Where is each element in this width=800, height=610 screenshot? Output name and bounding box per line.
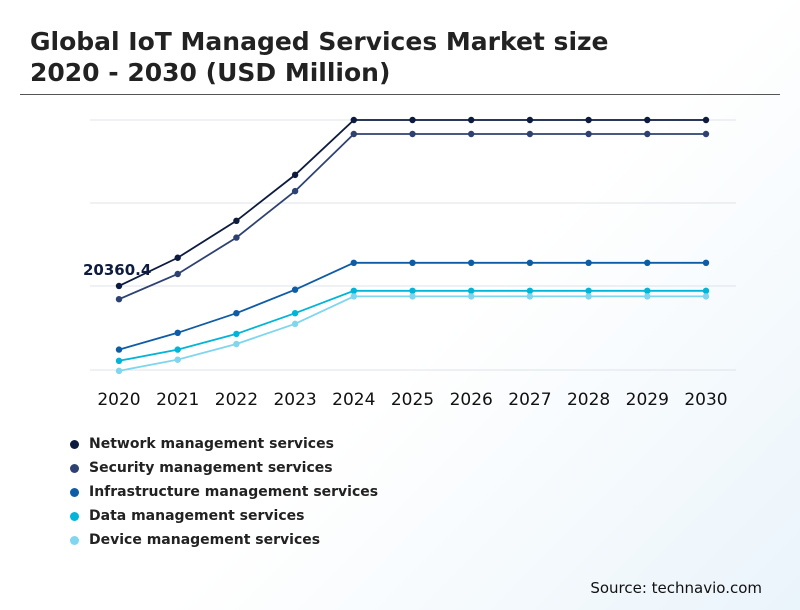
series-point xyxy=(468,259,475,266)
source-note: Source: technavio.com xyxy=(590,579,762,597)
legend-marker-icon xyxy=(70,487,79,497)
series-point xyxy=(409,259,416,266)
x-tick-label: 2020 xyxy=(97,390,140,410)
series-point xyxy=(350,130,357,138)
x-tick-label: 2026 xyxy=(450,390,493,410)
series-point xyxy=(115,357,123,364)
series-point xyxy=(644,287,651,294)
series-point xyxy=(644,116,651,124)
x-tick-label: 2023 xyxy=(273,390,316,410)
series-point xyxy=(644,259,651,266)
series-point xyxy=(585,259,592,266)
series-point xyxy=(644,293,651,300)
series-point xyxy=(585,130,592,138)
series-point xyxy=(174,346,181,353)
legend-marker-icon xyxy=(70,535,79,545)
series-point xyxy=(468,116,475,124)
series-point xyxy=(409,293,416,300)
legend-marker-icon xyxy=(70,463,79,473)
series-line-2 xyxy=(118,261,706,351)
legend-item: Infrastructure management services xyxy=(70,480,378,504)
x-tick-label: 2022 xyxy=(215,390,258,410)
series-point xyxy=(115,282,123,290)
series-point xyxy=(115,346,123,353)
x-tick-label: 2025 xyxy=(391,390,434,410)
series-point xyxy=(291,171,299,179)
series-point xyxy=(526,259,534,266)
chart-legend: Network management services Security mana… xyxy=(70,432,378,552)
legend-marker-icon xyxy=(70,511,79,521)
series-point xyxy=(350,293,357,300)
series-point xyxy=(468,287,475,294)
series-point xyxy=(291,320,299,328)
title-divider xyxy=(20,94,780,95)
series-point xyxy=(174,329,181,336)
legend-item: Data management services xyxy=(70,504,378,528)
legend-label: Infrastructure management services xyxy=(89,484,379,500)
series-point xyxy=(585,293,592,300)
series-point xyxy=(291,187,299,195)
data-label-0: 20360.4 xyxy=(83,261,151,279)
series-point xyxy=(585,287,592,294)
series-point xyxy=(644,130,651,138)
x-tick-label: 2021 xyxy=(156,390,199,410)
series-point xyxy=(585,116,592,124)
series-point xyxy=(350,259,357,266)
series-point xyxy=(233,234,240,241)
series-point xyxy=(526,287,534,294)
series-point xyxy=(174,270,181,278)
series-point xyxy=(468,130,475,138)
series-line-4 xyxy=(118,295,706,372)
legend-label: Security management services xyxy=(89,460,333,476)
series-point xyxy=(526,293,534,300)
legend-item: Security management services xyxy=(70,456,378,480)
series-point xyxy=(409,116,416,124)
series-point xyxy=(291,286,299,293)
x-tick-label: 2030 xyxy=(684,390,727,410)
legend-label: Network management services xyxy=(89,436,334,452)
legend-marker-icon xyxy=(70,439,79,449)
series-point xyxy=(409,287,416,294)
series-point xyxy=(702,259,710,266)
series-point xyxy=(233,330,240,338)
legend-item: Network management services xyxy=(70,432,378,456)
series-point xyxy=(115,296,123,303)
series-point xyxy=(702,287,710,294)
series-point xyxy=(702,116,710,124)
x-tick-label: 2028 xyxy=(567,390,610,410)
series-point xyxy=(233,310,240,317)
chart-title: Global IoT Managed Services Market size … xyxy=(30,27,609,87)
series-point xyxy=(468,293,475,300)
series-point xyxy=(350,116,357,124)
series-point xyxy=(702,130,710,138)
series-point xyxy=(291,310,299,317)
line-chart: 2020 2021 2022 2023 2024 2025 2026 2027 2028 2029… xyxy=(83,116,736,410)
series-point xyxy=(526,130,534,138)
series-point xyxy=(702,293,710,300)
legend-label: Data management services xyxy=(89,508,305,524)
series-point xyxy=(233,340,240,348)
legend-item: Device management services xyxy=(70,528,378,552)
series-point xyxy=(350,287,357,294)
series-point xyxy=(233,217,240,224)
series-point xyxy=(526,116,534,124)
x-tick-label: 2029 xyxy=(626,390,669,410)
series-line-3 xyxy=(118,289,706,362)
series-point xyxy=(174,356,181,363)
series-point xyxy=(174,254,181,261)
series-point xyxy=(409,130,416,138)
series-line-1 xyxy=(118,133,706,301)
series-point xyxy=(115,367,123,375)
x-tick-label: 2024 xyxy=(332,390,375,410)
legend-label: Device management services xyxy=(89,532,321,548)
x-tick-label: 2027 xyxy=(508,390,551,410)
